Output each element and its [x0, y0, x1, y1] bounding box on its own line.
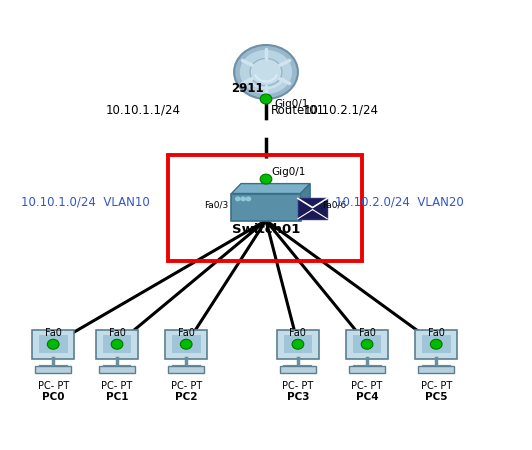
- Text: PC1: PC1: [106, 392, 128, 401]
- FancyBboxPatch shape: [172, 335, 201, 353]
- Text: Fa0: Fa0: [289, 328, 306, 338]
- Circle shape: [246, 197, 251, 201]
- Text: PC- PT: PC- PT: [421, 381, 452, 391]
- Text: PC- PT: PC- PT: [171, 381, 202, 391]
- Circle shape: [240, 50, 292, 94]
- Text: 10.10.2.1/24: 10.10.2.1/24: [303, 104, 378, 117]
- Bar: [168, 155, 362, 261]
- FancyBboxPatch shape: [277, 330, 319, 359]
- Circle shape: [180, 339, 192, 349]
- Text: PC3: PC3: [287, 392, 309, 401]
- Circle shape: [47, 339, 59, 349]
- Text: Fa0/3: Fa0/3: [204, 200, 229, 209]
- Text: 10.10.1.0/24  VLAN10: 10.10.1.0/24 VLAN10: [21, 196, 150, 209]
- FancyBboxPatch shape: [298, 198, 327, 219]
- Circle shape: [111, 339, 123, 349]
- FancyBboxPatch shape: [353, 335, 381, 353]
- Text: PC0: PC0: [42, 392, 64, 401]
- Circle shape: [361, 339, 373, 349]
- Circle shape: [234, 45, 298, 99]
- FancyBboxPatch shape: [280, 366, 316, 373]
- Text: PC- PT: PC- PT: [102, 381, 132, 391]
- Text: PC2: PC2: [175, 392, 197, 401]
- FancyBboxPatch shape: [103, 335, 131, 353]
- Text: Router01: Router01: [271, 104, 326, 117]
- FancyBboxPatch shape: [346, 330, 388, 359]
- FancyBboxPatch shape: [422, 335, 451, 353]
- FancyBboxPatch shape: [349, 366, 385, 373]
- Circle shape: [241, 197, 245, 201]
- Text: 2911: 2911: [231, 81, 263, 94]
- Text: PC- PT: PC- PT: [352, 381, 383, 391]
- Polygon shape: [231, 184, 310, 194]
- Text: PC5: PC5: [425, 392, 447, 401]
- Text: 10.10.2.0/24  VLAN20: 10.10.2.0/24 VLAN20: [335, 196, 464, 209]
- FancyBboxPatch shape: [418, 366, 454, 373]
- Polygon shape: [301, 184, 310, 220]
- Text: Fa0: Fa0: [359, 328, 376, 338]
- FancyBboxPatch shape: [32, 330, 74, 359]
- Text: Gig0/1: Gig0/1: [274, 99, 309, 109]
- Text: PC- PT: PC- PT: [282, 381, 313, 391]
- Text: Gig0/1: Gig0/1: [271, 167, 306, 177]
- Text: Fa0: Fa0: [45, 328, 62, 338]
- Circle shape: [250, 58, 282, 86]
- Text: Switch01: Switch01: [232, 223, 300, 236]
- FancyBboxPatch shape: [39, 335, 68, 353]
- FancyBboxPatch shape: [96, 330, 138, 359]
- Text: Fa0: Fa0: [428, 328, 445, 338]
- Circle shape: [292, 339, 304, 349]
- Text: Fa0: Fa0: [178, 328, 195, 338]
- FancyBboxPatch shape: [99, 366, 135, 373]
- Text: PC- PT: PC- PT: [38, 381, 69, 391]
- Text: PC4: PC4: [356, 392, 378, 401]
- Circle shape: [236, 197, 240, 201]
- Polygon shape: [231, 194, 301, 220]
- Circle shape: [430, 339, 442, 349]
- Text: 10.10.1.1/24: 10.10.1.1/24: [106, 104, 181, 117]
- Circle shape: [260, 174, 272, 184]
- Circle shape: [260, 94, 272, 104]
- FancyBboxPatch shape: [284, 335, 312, 353]
- Text: Fa0/6: Fa0/6: [322, 200, 346, 209]
- FancyBboxPatch shape: [168, 366, 204, 373]
- FancyBboxPatch shape: [35, 366, 71, 373]
- Text: Fa0: Fa0: [109, 328, 126, 338]
- FancyBboxPatch shape: [165, 330, 207, 359]
- FancyBboxPatch shape: [415, 330, 457, 359]
